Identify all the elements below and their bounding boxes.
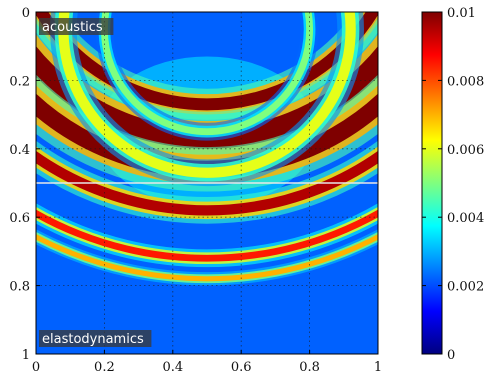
x-tick-label: 1 xyxy=(374,360,382,374)
y-tick-label: 0.6 xyxy=(9,211,30,226)
colorbar xyxy=(421,11,443,355)
colorbar-tick-label: 0.01 xyxy=(447,6,476,21)
annotation-background xyxy=(39,330,152,347)
wavefront-5-layer-2 xyxy=(36,233,378,282)
colorbar-tick-label: 0 xyxy=(447,348,455,363)
y-axis: 0 0.2 0.4 0.6 0.8 1 xyxy=(9,6,40,363)
colorbar-tick-label: 0.008 xyxy=(447,74,484,89)
x-tick-label: 0.2 xyxy=(94,360,115,374)
x-tick-label: 0.6 xyxy=(231,360,252,374)
y-tick-label: 0.2 xyxy=(9,74,30,89)
colorbar-tick-label: 0.006 xyxy=(447,143,484,158)
annotations: acoustics elastodynamics xyxy=(39,18,152,347)
y-tick-label: 0.4 xyxy=(9,143,30,158)
y-tick-label: 1 xyxy=(22,348,30,363)
wavefront-3-layer-2 xyxy=(36,150,378,216)
colorbar-tick-label: 0.002 xyxy=(447,280,484,295)
wavefront-4-layer-2 xyxy=(36,209,378,262)
annotation-background xyxy=(39,18,114,35)
y-tick-label: 0 xyxy=(22,6,30,21)
x-tick-label: 0 xyxy=(32,360,40,374)
plot-frame xyxy=(35,11,379,355)
y-tick-label: 0.8 xyxy=(9,280,30,295)
elastodynamics-label: elastodynamics xyxy=(42,332,144,347)
x-axis: 0 0.2 0.4 0.6 0.8 1 xyxy=(32,350,382,374)
heatmap-field xyxy=(36,12,378,354)
x-tick-label: 0.8 xyxy=(299,360,320,374)
acoustics-label: acoustics xyxy=(42,20,103,35)
x-tick-label: 0.4 xyxy=(162,360,183,374)
colorbar-tick-label: 0.004 xyxy=(447,211,484,226)
wavefront-0-layer-2 xyxy=(36,12,378,111)
colorbar-ticks: 0 0.002 0.004 0.006 0.008 0.01 xyxy=(422,6,484,363)
